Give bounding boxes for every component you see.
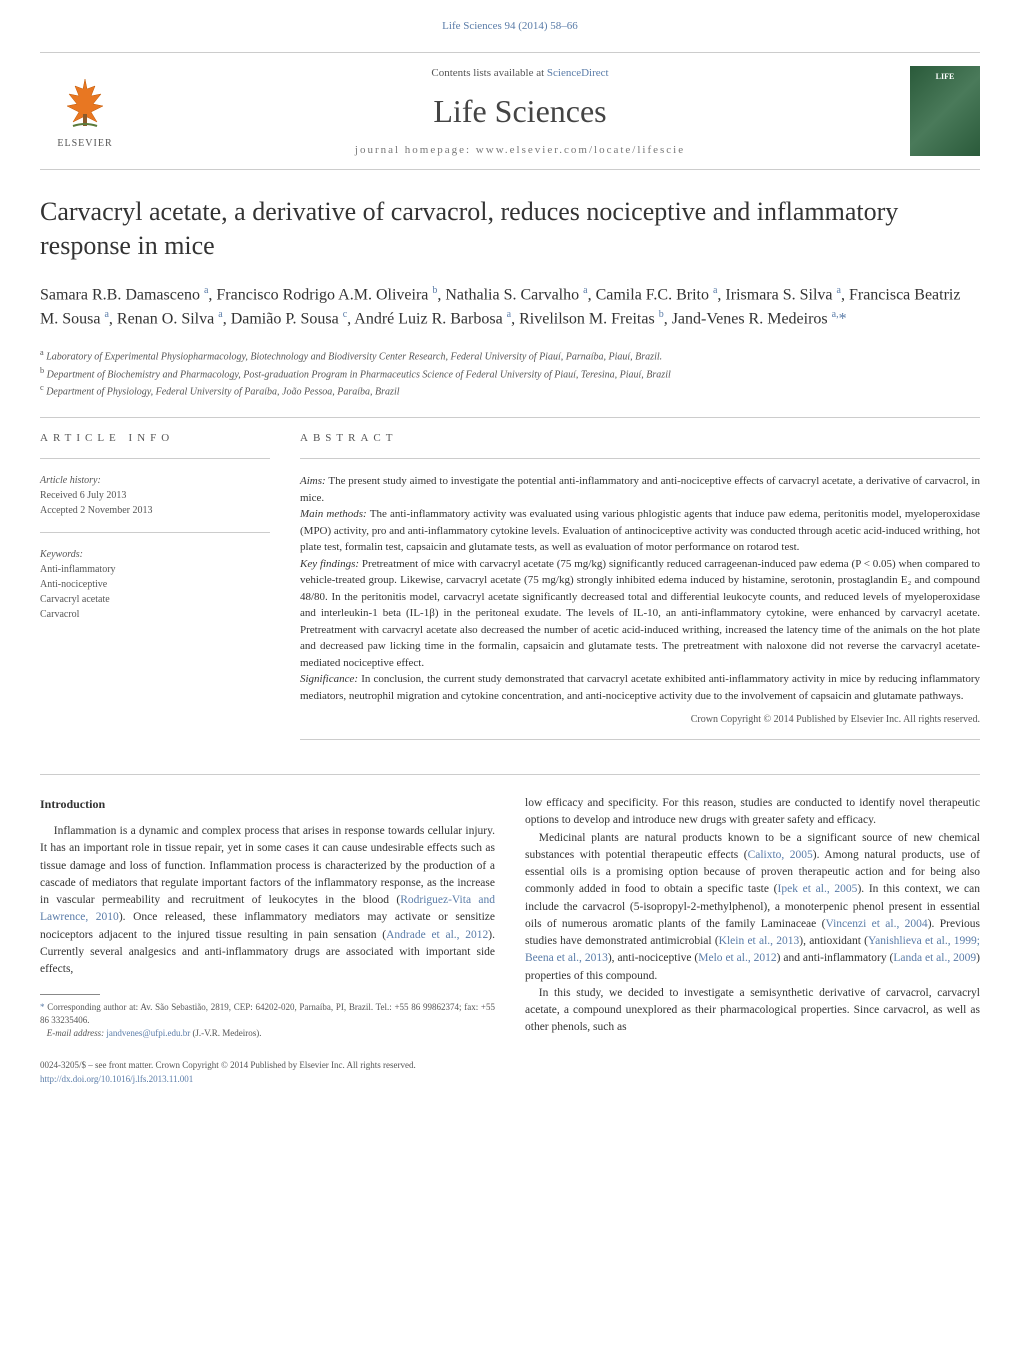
top-citation-link[interactable]: Life Sciences 94 (2014) 58–66 [442, 20, 578, 32]
article-title: Carvacryl acetate, a derivative of carva… [40, 195, 980, 263]
divider [300, 458, 980, 459]
divider [300, 739, 980, 740]
journal-homepage: journal homepage: www.elsevier.com/locat… [130, 144, 910, 156]
star-icon: * [40, 1002, 45, 1012]
received-date: Received 6 July 2013 [40, 488, 270, 503]
significance-label: Significance: [300, 673, 358, 685]
keyword: Anti-inflammatory [40, 562, 270, 577]
key-findings-text: Pretreatment of mice with carvacryl acet… [300, 558, 980, 669]
elsevier-tree-icon [55, 74, 115, 134]
header-center: Contents lists available at ScienceDirec… [130, 67, 910, 156]
citation[interactable]: Ipek et al., 2005 [778, 883, 858, 895]
authors-list: Samara R.B. Damasceno a, Francisco Rodri… [40, 283, 980, 332]
introduction-heading: Introduction [40, 795, 495, 813]
front-matter-line: 0024-3205/$ – see front matter. Crown Co… [40, 1059, 980, 1073]
citation[interactable]: Melo et al., 2012 [698, 952, 776, 964]
aims-text: The present study aimed to investigate t… [300, 475, 980, 504]
citation[interactable]: Klein et al., 2013 [719, 935, 800, 947]
divider [40, 417, 980, 418]
publisher-logo: ELSEVIER [40, 61, 130, 161]
email-attribution: (J.-V.R. Medeiros). [192, 1028, 261, 1038]
keywords-label: Keywords: [40, 547, 270, 562]
intro-p1: Inflammation is a dynamic and complex pr… [40, 823, 495, 978]
email-label: E-mail address: [47, 1028, 104, 1038]
abstract-text: Aims: The present study aimed to investi… [300, 473, 980, 704]
doi-link[interactable]: http://dx.doi.org/10.1016/j.lfs.2013.11.… [40, 1074, 193, 1084]
aims-label: Aims: [300, 475, 326, 487]
keywords-block: Keywords: Anti-inflammatory Anti-nocicep… [40, 547, 270, 622]
article-info-heading: ARTICLE INFO [40, 432, 270, 444]
contents-line: Contents lists available at ScienceDirec… [130, 67, 910, 79]
keyword: Anti-nociceptive [40, 577, 270, 592]
article-history: Article history: Received 6 July 2013 Ac… [40, 473, 270, 518]
key-findings-label: Key findings: [300, 558, 359, 570]
keyword: Carvacrol [40, 607, 270, 622]
corr-text: Corresponding author at: Av. São Sebasti… [40, 1002, 495, 1025]
sciencedirect-link[interactable]: ScienceDirect [547, 67, 609, 79]
journal-cover-thumb: LIFE [910, 66, 980, 156]
citation[interactable]: Andrade et al., 2012 [386, 929, 488, 941]
intro-p3: In this study, we decided to investigate… [525, 985, 980, 1037]
intro-p2: Medicinal plants are natural products kn… [525, 830, 980, 985]
main-methods-text: The anti-inflammatory activity was evalu… [300, 508, 980, 553]
abstract-heading: ABSTRACT [300, 432, 980, 444]
abstract-copyright: Crown Copyright © 2014 Published by Else… [300, 714, 980, 725]
divider [40, 532, 270, 533]
journal-header: ELSEVIER Contents lists available at Sci… [40, 52, 980, 170]
citation[interactable]: Vincenzi et al., 2004 [825, 918, 927, 930]
accepted-date: Accepted 2 November 2013 [40, 503, 270, 518]
corresponding-email-link[interactable]: jandvenes@ufpi.edu.br [106, 1028, 190, 1038]
article-info-col: ARTICLE INFO Article history: Received 6… [40, 432, 270, 754]
history-label: Article history: [40, 473, 270, 488]
divider [40, 774, 980, 775]
footnote-separator [40, 994, 100, 995]
publisher-name: ELSEVIER [57, 138, 112, 149]
citation[interactable]: Calixto, 2005 [748, 849, 813, 861]
contents-prefix: Contents lists available at [431, 67, 546, 79]
bottom-matter: 0024-3205/$ – see front matter. Crown Co… [40, 1059, 980, 1086]
main-methods-label: Main methods: [300, 508, 367, 520]
cover-label: LIFE [936, 72, 955, 81]
body-col-right: low efficacy and specificity. For this r… [525, 795, 980, 1039]
body-col-left: Introduction Inflammation is a dynamic a… [40, 795, 495, 1039]
keyword: Carvacryl acetate [40, 592, 270, 607]
abstract-col: ABSTRACT Aims: The present study aimed t… [300, 432, 980, 754]
affiliation-b: b Department of Biochemistry and Pharmac… [40, 365, 980, 382]
intro-p1-cont: low efficacy and specificity. For this r… [525, 795, 980, 830]
affiliation-a: a Laboratory of Experimental Physiopharm… [40, 347, 980, 364]
body-two-col: Introduction Inflammation is a dynamic a… [40, 795, 980, 1039]
journal-name: Life Sciences [130, 93, 910, 130]
citation[interactable]: Landa et al., 2009 [893, 952, 976, 964]
top-citation: Life Sciences 94 (2014) 58–66 [40, 20, 980, 32]
significance-text: In conclusion, the current study demonst… [300, 673, 980, 702]
divider [40, 458, 270, 459]
info-abstract-row: ARTICLE INFO Article history: Received 6… [40, 432, 980, 754]
affiliation-c: c Department of Physiology, Federal Univ… [40, 382, 980, 399]
affiliations: a Laboratory of Experimental Physiopharm… [40, 347, 980, 399]
corresponding-author-footnote: * Corresponding author at: Av. São Sebas… [40, 1001, 495, 1039]
